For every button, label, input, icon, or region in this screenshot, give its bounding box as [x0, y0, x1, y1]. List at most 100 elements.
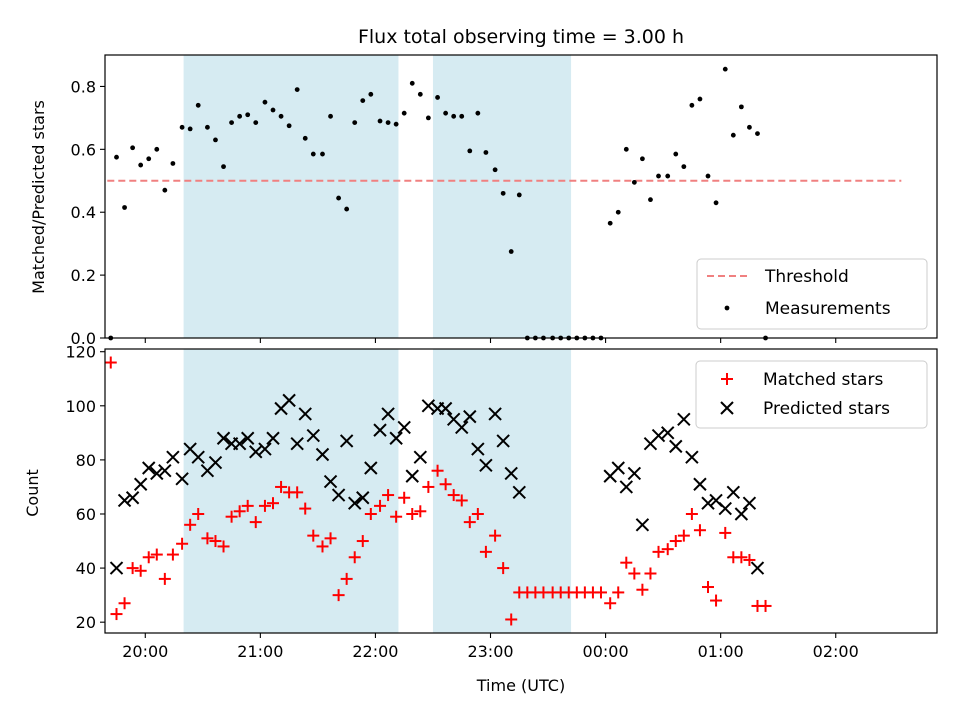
measurement-point	[615, 209, 621, 215]
measurement-point	[747, 124, 752, 130]
matched-star-point	[184, 518, 197, 531]
predicted-star-point	[258, 442, 272, 456]
measurement-point	[425, 115, 431, 121]
top-y-tick-label: 0.8	[71, 77, 96, 96]
matched-star-point	[422, 480, 435, 493]
matched-star-point	[743, 553, 756, 566]
predicted-star-point	[651, 428, 666, 443]
measurement-point	[508, 249, 514, 254]
shaded-interval-2	[432, 55, 572, 338]
measurement-point	[336, 195, 342, 201]
bottom-legend-box	[695, 360, 928, 429]
matched-star-point	[497, 562, 510, 575]
measurement-points	[108, 66, 768, 341]
matched-star-point	[134, 564, 147, 577]
top-y-tick-label: 0.4	[71, 203, 96, 222]
predicted-star-point	[619, 480, 634, 494]
matched-star-point	[505, 613, 518, 626]
matched-star-point	[158, 572, 171, 585]
measurement-point	[138, 162, 144, 168]
matched-star-point	[201, 532, 214, 545]
predicted-star-point	[677, 412, 691, 427]
matched-star-point	[710, 594, 723, 607]
matched-star-point	[110, 608, 123, 621]
matched-star-point	[693, 524, 706, 537]
predicted-star-point	[166, 450, 180, 464]
matched-star-point	[677, 529, 690, 542]
matched-star-point	[291, 486, 304, 499]
matched-star-point	[479, 545, 492, 558]
predicted-star-point	[142, 461, 156, 475]
measurement-point	[154, 146, 160, 152]
predicted-star-point	[117, 493, 132, 508]
measurement-point	[294, 87, 300, 92]
matched-star-point	[759, 599, 772, 612]
predicted-star-point	[718, 501, 732, 516]
matched-star-point	[209, 535, 222, 548]
predicted-star-point	[701, 496, 715, 510]
bottom-x-tick-label: 21:00	[237, 642, 283, 661]
bottom-y-tick-label: 100	[65, 397, 96, 416]
measurement-point	[146, 156, 152, 162]
predicted-star-point	[421, 399, 436, 413]
measurement-point	[697, 96, 703, 102]
bottom-y-tick-label: 20	[76, 613, 96, 632]
measurement-point	[114, 154, 119, 160]
predicted-star-point	[455, 420, 469, 435]
measurement-point	[451, 113, 457, 119]
matched-star-point	[685, 507, 698, 520]
matched-star-point	[669, 535, 682, 548]
measurement-point	[738, 104, 744, 110]
matched-star-point	[382, 489, 395, 502]
matched-star-point	[390, 510, 403, 523]
bottom-y-tick-label: 60	[76, 505, 96, 524]
predicted-star-point	[627, 466, 642, 481]
measurement-point	[483, 150, 489, 155]
predicted-star-point	[496, 434, 510, 448]
measurement-point	[237, 113, 243, 119]
shaded-interval-1	[183, 55, 399, 338]
measurement-point	[681, 164, 687, 170]
matched-star-point	[348, 551, 361, 564]
predicted-star-point	[191, 450, 205, 464]
matched-star-point	[735, 551, 748, 564]
predicted-star-point	[373, 423, 387, 437]
predicted-star-point	[389, 431, 403, 445]
predicted-star-point	[364, 461, 378, 475]
matched-star-point	[364, 507, 377, 520]
bottom-y-tick-label: 120	[65, 343, 96, 362]
predicted-star-point	[331, 488, 346, 502]
matched-star-point	[701, 581, 714, 594]
bottom-x-tick-label: 01:00	[698, 642, 744, 661]
predicted-star-point	[315, 447, 330, 462]
matched-star-point	[447, 489, 460, 502]
bottom-x-tick-label: 22:00	[352, 642, 398, 661]
matched-star-point	[340, 572, 353, 585]
measurement-point	[722, 66, 728, 72]
matched-star-point	[150, 548, 163, 561]
predicted-star-point	[479, 458, 493, 473]
measurement-point	[310, 151, 316, 157]
matched-star-point	[142, 551, 155, 564]
predicted-star-point	[685, 450, 699, 464]
shaded-interval-1	[183, 349, 399, 633]
measurement-point	[623, 146, 629, 152]
matched-star-point	[241, 499, 254, 512]
bottom-x-tick-label: 00:00	[583, 642, 629, 661]
measurement-point	[245, 112, 251, 118]
matched-star-points	[104, 356, 772, 626]
predicted-star-point	[504, 466, 518, 481]
matched-star-point	[719, 526, 732, 539]
predicted-star-point	[463, 409, 477, 424]
bottom-y-tick-label: 40	[76, 559, 96, 578]
predicted-star-point	[471, 442, 485, 456]
predicted-star-point	[282, 393, 296, 408]
legend-measurements-label: Measurements	[765, 299, 891, 319]
measurement-point	[302, 135, 308, 141]
top-plot-frame	[104, 54, 938, 339]
top-legend: Threshold Measurements	[696, 258, 928, 330]
matched-star-point	[612, 586, 625, 599]
matched-star-point	[225, 510, 238, 523]
top-y-axis-ticks: 0.0 0.2 0.4 0.6 0.8	[71, 77, 105, 348]
measurement-point	[221, 164, 226, 170]
